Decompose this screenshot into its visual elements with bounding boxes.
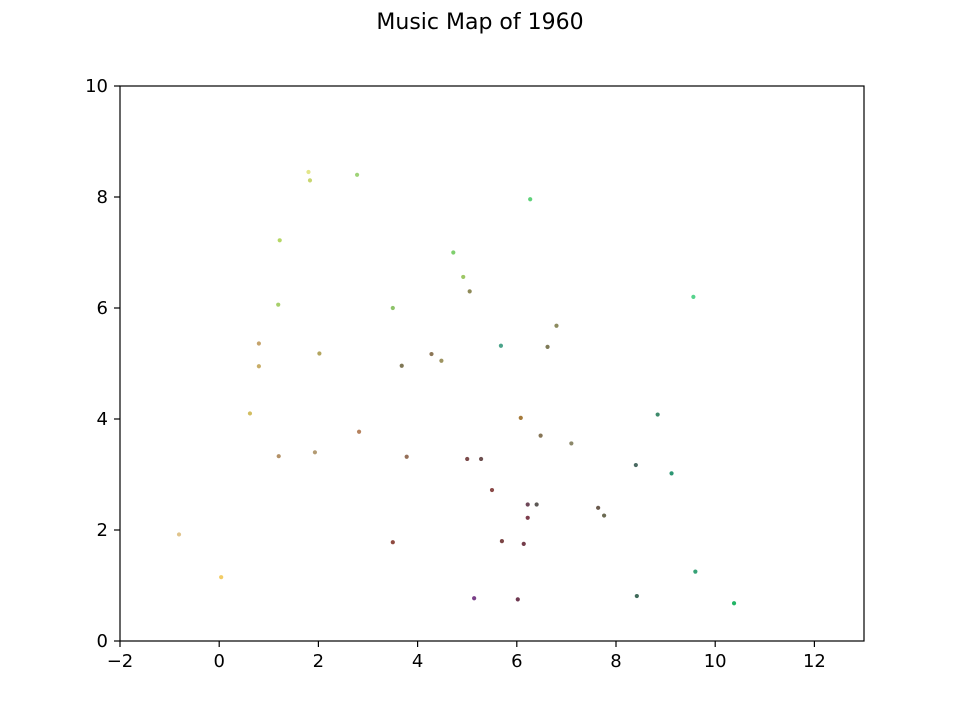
data-point <box>404 454 409 459</box>
data-point <box>176 532 182 537</box>
data-point <box>390 305 395 311</box>
plot-frame <box>119 85 865 642</box>
data-point <box>276 454 281 459</box>
data-point <box>306 169 311 175</box>
x-tick-label: −2 <box>107 651 134 672</box>
x-tick-label: 2 <box>313 651 324 672</box>
data-point <box>731 601 737 606</box>
x-tick-label: 8 <box>610 651 621 672</box>
chart-title: Music Map of 1960 <box>376 10 584 35</box>
data-point <box>569 441 574 446</box>
data-point <box>499 539 505 544</box>
data-point <box>489 487 495 493</box>
x-tick-label: 4 <box>412 651 423 672</box>
data-point <box>525 515 530 520</box>
data-point <box>554 323 559 328</box>
data-point <box>307 178 313 183</box>
data-point <box>633 462 638 468</box>
data-point <box>277 238 282 243</box>
data-point <box>317 351 322 356</box>
data-point <box>467 289 472 294</box>
data-point <box>478 456 484 462</box>
y-tick-label: 4 <box>97 409 108 430</box>
data-point <box>538 433 543 438</box>
data-point <box>451 250 456 255</box>
data-point <box>534 502 539 507</box>
data-point <box>439 358 444 363</box>
data-point <box>525 502 530 507</box>
y-tick-label: 8 <box>97 187 108 208</box>
data-point <box>356 429 362 434</box>
data-point <box>219 575 224 580</box>
data-point <box>465 456 470 462</box>
data-point <box>545 344 550 349</box>
data-point <box>521 541 526 546</box>
data-point <box>472 596 477 601</box>
data-point <box>498 343 504 348</box>
data-point <box>399 363 404 368</box>
x-tick-label: 0 <box>213 651 224 672</box>
data-point <box>515 597 520 602</box>
data-point <box>461 274 466 280</box>
data-point <box>596 505 601 510</box>
data-point <box>390 540 395 545</box>
x-tick-label: 10 <box>704 651 727 672</box>
data-point <box>247 411 253 416</box>
data-point <box>528 197 533 202</box>
data-point <box>518 415 523 420</box>
y-tick-label: 6 <box>97 298 108 319</box>
y-tick-label: 2 <box>97 520 108 541</box>
y-tick-label: 10 <box>85 76 108 97</box>
data-point <box>312 450 318 455</box>
x-tick-label: 12 <box>803 651 826 672</box>
data-point <box>429 351 434 357</box>
y-tick-label: 0 <box>97 631 108 652</box>
data-point <box>276 302 281 307</box>
data-point <box>354 172 360 177</box>
data-point <box>602 513 607 518</box>
data-point <box>256 364 261 369</box>
data-point <box>669 471 674 476</box>
data-point <box>256 341 261 346</box>
data-point <box>691 294 696 299</box>
data-point <box>693 569 698 574</box>
data-point <box>655 412 660 417</box>
x-tick-label: 6 <box>511 651 522 672</box>
data-point <box>634 593 639 599</box>
